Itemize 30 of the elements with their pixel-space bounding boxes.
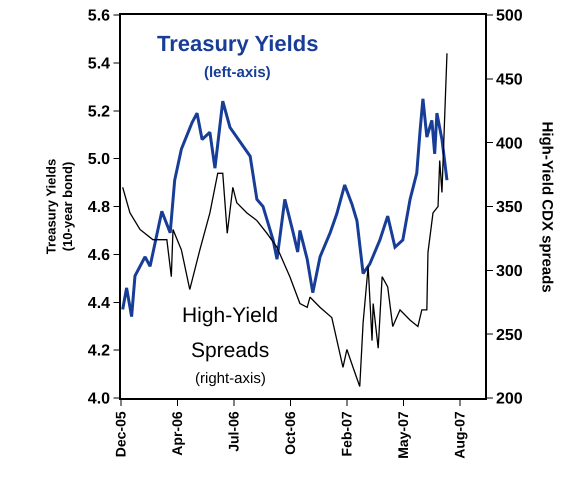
y-tick-label: 4.8 — [88, 199, 110, 216]
x-tick-label: Jul-06 — [226, 411, 242, 452]
y2-tick-label: 400 — [496, 135, 523, 152]
x-tick-label: Oct-06 — [282, 411, 298, 455]
annotation: Treasury Yields — [157, 31, 318, 56]
y-tick-label: 4.0 — [88, 390, 110, 408]
y-tick-label: 4.6 — [88, 246, 110, 264]
y2-axis-title: High-Yield CDX spreads — [538, 122, 556, 293]
annotation: High-Yield — [182, 304, 278, 327]
y2-tick-label: 300 — [496, 262, 523, 280]
y2-tick-label: 350 — [496, 199, 523, 216]
y-tick-label: 5.2 — [88, 103, 110, 120]
y2-tick-label: 250 — [496, 326, 523, 344]
y-tick-label: 4.2 — [88, 342, 110, 360]
annotation: Spreads — [191, 339, 270, 362]
y2-tick-label: 500 — [496, 8, 523, 25]
y-tick-label: 5.4 — [88, 55, 110, 72]
y-tick-label: 5.6 — [88, 8, 110, 25]
y-tick-label: 5.0 — [88, 151, 110, 168]
y-axis-title: Treasury Yields (10-year bond) — [43, 158, 76, 254]
annotation: (left-axis) — [204, 64, 271, 81]
y-tick-label: 4.4 — [88, 294, 110, 312]
y2-tick-label: 450 — [496, 71, 523, 88]
x-tick-label: Apr-06 — [169, 411, 186, 456]
x-tick-label: Dec-05 — [112, 411, 129, 458]
x-tick-label: Feb-07 — [338, 411, 354, 456]
y2-tick-label: 200 — [496, 390, 523, 408]
annotation: (right-axis) — [195, 370, 266, 387]
x-tick-label: Aug-07 — [451, 411, 468, 459]
x-tick-label: May-07 — [394, 411, 411, 459]
